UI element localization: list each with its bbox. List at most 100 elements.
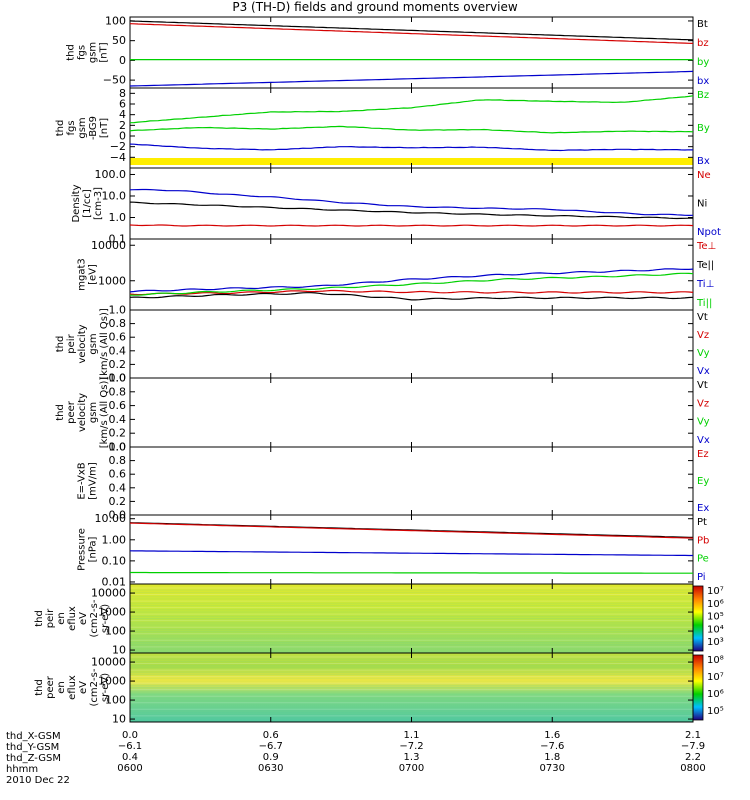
- spectrogram-peer_spec: [130, 653, 693, 722]
- y-tick-label: 50: [112, 34, 126, 47]
- y-axis-label: thd fgs gsm [nT]: [66, 42, 110, 63]
- y-axis-label-line: sr-eV): [100, 673, 111, 702]
- colorbar-tick-label: 10⁶: [707, 599, 724, 610]
- y-tick-label: 100: [105, 14, 126, 27]
- footer-z-label: thd_Z-GSM: [6, 753, 61, 764]
- colorbar: [692, 654, 704, 721]
- colorbar-tick-label: 10⁵: [707, 612, 724, 623]
- y-axis-label: thd peir en eflux eV (cm2-s-sr-eV): [34, 599, 111, 637]
- time-axis-value: 0.4: [122, 752, 138, 763]
- series-line-Pb: [129, 522, 694, 539]
- y-axis-label-line: [km/s (All Qs)]: [99, 377, 110, 449]
- legend-Vt: Vt: [697, 380, 708, 391]
- time-axis-value: 0630: [258, 763, 283, 774]
- time-axis-value: 0700: [399, 763, 424, 774]
- y-axis-label-line: mgat3: [77, 258, 88, 291]
- y-axis-label: thd peer velocity gsm [km/s (All Qs)]: [55, 377, 110, 449]
- legend-Ni: Ni: [697, 199, 707, 210]
- time-axis-value: 2.1: [685, 730, 701, 741]
- colorbar: [692, 585, 704, 652]
- y-axis-label-line: gsm: [88, 402, 99, 423]
- y-axis-label-line: eV: [78, 681, 89, 694]
- y-axis-label-line: thd: [66, 44, 77, 61]
- y-axis-label-line: gsm: [77, 117, 88, 138]
- legend-Pe: Pe: [697, 554, 709, 565]
- y-tick-label: 10.0: [102, 189, 127, 202]
- y-axis-label: thd peer en eflux eV (cm2-s-sr-eV): [34, 668, 111, 706]
- y-axis-label-line: [nT]: [99, 118, 110, 138]
- footer-x-label: thd_X-GSM: [6, 731, 61, 742]
- footer-date: 2010 Dec 22: [6, 775, 70, 786]
- y-tick-label: 100: [105, 625, 126, 638]
- y-tick-label: 0.0: [109, 509, 127, 522]
- time-axis-value: −7.9: [681, 741, 705, 752]
- y-tick-label: 0.0: [109, 441, 127, 454]
- legend-Vz: Vz: [697, 330, 709, 341]
- y-tick-label: 6: [119, 98, 126, 111]
- y-tick-label: 0.4: [109, 413, 127, 426]
- y-axis-label: thd peir velocity gsm [km/s (All Qs)]: [55, 308, 110, 380]
- y-axis-label-line: -BG9: [88, 116, 99, 140]
- colorbar-tick-label: 10⁷: [707, 672, 724, 683]
- y-axis-label-line: velocity: [77, 393, 88, 432]
- y-tick-label: 10: [112, 644, 126, 657]
- legend-Vx: Vx: [697, 435, 710, 446]
- y-tick-label: 10000: [91, 587, 126, 600]
- time-axis-value: 1.1: [404, 730, 420, 741]
- spectrogram-peir_spec: [130, 584, 693, 653]
- y-axis-label-line: peir: [66, 333, 77, 353]
- y-axis-label: thd fgs gsm -BG9 [nT]: [55, 116, 110, 140]
- series-line-Bx: [129, 143, 694, 152]
- series-line-Te⊥: [129, 289, 694, 296]
- y-tick-label: 4: [119, 108, 126, 121]
- y-axis-label-line: Pressure: [77, 528, 88, 571]
- series-line-Pi: [129, 550, 693, 557]
- y-axis-label-line: peer: [66, 400, 77, 424]
- panel-frame-peir_v: [129, 309, 694, 379]
- time-axis-value: 1.8: [544, 752, 560, 763]
- series-line-Bt: [129, 20, 694, 41]
- y-axis-label-line: eV: [78, 612, 89, 625]
- y-axis-label-line: fgs: [77, 45, 88, 60]
- y-axis-label-line: velocity: [77, 324, 88, 363]
- y-axis-label-line: thd: [34, 679, 45, 696]
- y-axis-label-line: thd: [55, 404, 66, 421]
- time-axis-value: 1.3: [404, 752, 420, 763]
- y-axis-label-line: thd: [55, 120, 66, 137]
- legend-Vy: Vy: [697, 417, 710, 428]
- y-tick-label: −50: [103, 74, 126, 87]
- legend-Ne: Ne: [697, 170, 711, 181]
- y-axis-label-line: [1/cc]: [82, 189, 93, 218]
- series-line-By: [129, 125, 694, 134]
- series-line-Ne: [129, 224, 694, 227]
- y-tick-label: 0.0: [109, 372, 127, 385]
- y-tick-label: 0.4: [109, 481, 127, 494]
- y-tick-label: 1.00: [102, 533, 127, 546]
- colorbar-tick-label: 10⁶: [707, 689, 724, 700]
- y-tick-label: 1.0: [109, 211, 127, 224]
- y-tick-label: 1000: [98, 675, 126, 688]
- legend-bx: bx: [697, 76, 709, 87]
- y-tick-label: 0.8: [109, 454, 127, 467]
- colorbar-tick-label: 10⁷: [707, 586, 724, 597]
- legend-by: by: [697, 57, 709, 68]
- y-tick-label: 10.00: [95, 512, 127, 525]
- y-axis-label-line: gsm: [88, 333, 99, 354]
- y-tick-label: 1.0: [109, 304, 127, 317]
- y-tick-label: 8: [119, 87, 126, 100]
- y-axis-label: Pressure [nPa]: [77, 528, 99, 571]
- y-axis-label-line: [nPa]: [88, 536, 99, 562]
- y-tick-label: 10000: [91, 239, 126, 252]
- series-line-Ti||: [129, 272, 694, 296]
- legend-Bx: Bx: [697, 156, 710, 167]
- time-axis-value: 0730: [540, 763, 565, 774]
- y-tick-label: 0.2: [109, 495, 127, 508]
- y-tick-label: 1.0: [109, 441, 127, 454]
- y-tick-label: −2: [110, 140, 126, 153]
- y-axis-label-line: [km/s (All Qs)]: [99, 308, 110, 380]
- y-axis-label-line: en: [56, 681, 67, 694]
- panel-frame-peer_v: [129, 377, 694, 448]
- y-tick-label: 0.6: [109, 399, 127, 412]
- legend-Npot: Npot: [697, 227, 721, 238]
- y-axis-label-line: [nT]: [99, 42, 110, 62]
